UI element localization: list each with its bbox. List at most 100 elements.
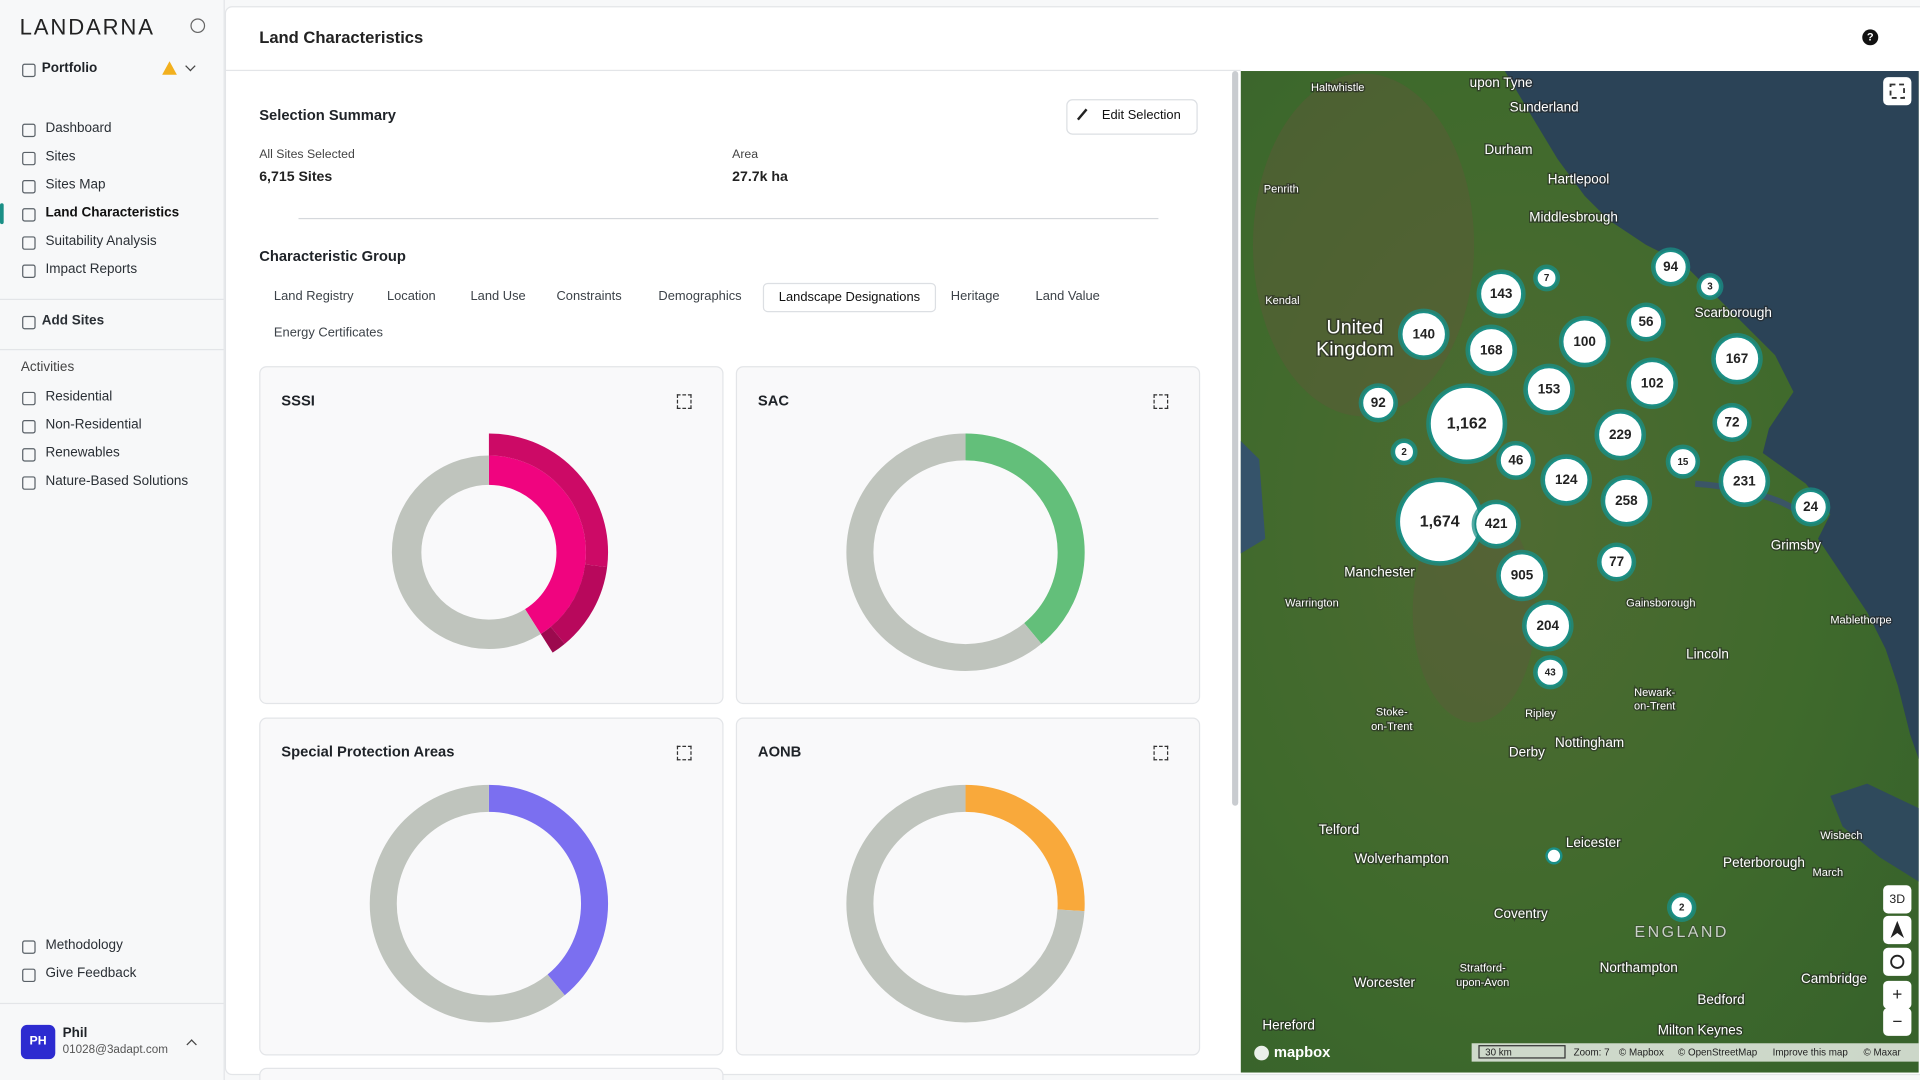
- expand-icon[interactable]: [1153, 394, 1169, 409]
- donut-segment: [369, 433, 609, 672]
- warning-icon: [162, 61, 177, 75]
- theme-toggle[interactable]: [190, 18, 206, 34]
- nav-item[interactable]: Methodology: [45, 937, 123, 953]
- cluster: [1498, 552, 1546, 599]
- place-label: Bedford: [1697, 992, 1744, 1007]
- place-label: Ripley: [1525, 708, 1556, 720]
- attribution: Improve this map: [1773, 1048, 1849, 1059]
- place-label: Durham: [1484, 142, 1532, 157]
- cluster-label: 43: [1545, 667, 1556, 678]
- nav-item[interactable]: Sites Map: [45, 177, 106, 193]
- divider: [298, 217, 1159, 220]
- chart: [369, 784, 609, 1023]
- chart-title: SAC: [757, 391, 790, 409]
- zoom-label: Zoom: 7: [1574, 1048, 1610, 1059]
- avatar: PH: [20, 1024, 56, 1060]
- user-email: 01028@3adapt.com: [62, 1043, 168, 1057]
- cluster-label: 231: [1733, 473, 1756, 488]
- cluster: [1603, 477, 1650, 524]
- control-button: [1883, 885, 1912, 914]
- tab[interactable]: Land Registry: [273, 288, 354, 304]
- help-icon[interactable]: ?: [1862, 29, 1879, 46]
- brand: LANDARNA: [19, 14, 155, 40]
- cluster: [1599, 545, 1634, 579]
- cluster: [1428, 386, 1505, 462]
- attribution: © Maxar: [1863, 1048, 1901, 1059]
- nav-item[interactable]: Dashboard: [45, 121, 112, 136]
- cluster-label: 7: [1544, 273, 1550, 284]
- section-title: Characteristic Group: [259, 247, 406, 265]
- add-sites[interactable]: Add Sites: [41, 313, 105, 329]
- place-label: Wolverhampton: [1354, 851, 1448, 866]
- cluster: [1597, 411, 1644, 458]
- nav-item[interactable]: Sites: [45, 149, 76, 165]
- chart-title: SSSI: [281, 391, 315, 409]
- place-label: Grimsby: [1771, 538, 1822, 553]
- cluster-label: 140: [1412, 326, 1435, 341]
- cluster-label: 905: [1511, 568, 1534, 583]
- place-label: Peterborough: [1723, 855, 1805, 870]
- control-button: [1883, 947, 1912, 976]
- expand-icon[interactable]: [1153, 745, 1169, 761]
- nav-item[interactable]: Give Feedback: [45, 966, 137, 981]
- cluster: [1474, 502, 1519, 546]
- nav-icon: [22, 420, 36, 434]
- field-value: 6,715 Sites: [259, 170, 333, 185]
- tab[interactable]: Location: [386, 288, 436, 304]
- cluster-label: 167: [1726, 351, 1749, 366]
- nav-icon: [22, 264, 36, 278]
- region-label: ENGLAND: [1635, 924, 1729, 941]
- nav-item[interactable]: Renewables: [45, 445, 120, 461]
- cluster: [1498, 443, 1533, 478]
- nav-item[interactable]: Nature-Based Solutions: [45, 473, 189, 489]
- place-label: Stoke-: [1376, 707, 1408, 719]
- cluster-label: 56: [1639, 314, 1655, 329]
- nav-item[interactable]: Suitability Analysis: [45, 233, 157, 249]
- tab[interactable]: Landscape Designations: [762, 282, 937, 313]
- nav-icon: [22, 180, 36, 194]
- page-title: Land Characteristics: [259, 28, 424, 47]
- country-label: United: [1327, 316, 1384, 338]
- cluster-label: 2: [1679, 903, 1685, 914]
- tab[interactable]: Land Use: [470, 288, 526, 304]
- nav-item[interactable]: Land Characteristics: [45, 205, 180, 221]
- place-label: Warrington: [1285, 598, 1339, 610]
- portfolio[interactable]: Portfolio: [41, 61, 98, 76]
- cluster-label: 168: [1480, 342, 1503, 357]
- chart: [846, 433, 1085, 672]
- tab[interactable]: Land Value: [1035, 288, 1100, 304]
- nav-item[interactable]: Non-Residential: [45, 417, 142, 433]
- place-label: Middlesbrough: [1529, 210, 1618, 225]
- control-label[interactable]: −: [1892, 1011, 1902, 1031]
- control-label[interactable]: +: [1892, 984, 1902, 1004]
- map[interactable]: 143 7 94 3 140 168 100 56 167 153 102 92 1,162 229 72 2…: [1240, 71, 1919, 1073]
- field-value: 27.7k ha: [732, 170, 788, 185]
- tab[interactable]: Constraints: [556, 288, 622, 304]
- scale-label: 30 km: [1485, 1048, 1512, 1059]
- cluster-label: 124: [1555, 472, 1578, 487]
- site-marker: [1545, 847, 1563, 865]
- locate-icon: [1890, 954, 1905, 969]
- place-label: Haltwhistle: [1311, 82, 1364, 94]
- place-label: Hartlepool: [1548, 172, 1610, 187]
- place-label: on-Trent: [1634, 700, 1675, 712]
- nav-item[interactable]: Impact Reports: [45, 262, 138, 277]
- nav-item[interactable]: Residential: [45, 389, 113, 405]
- place-label: upon Tyne: [1470, 75, 1533, 90]
- nav-icon: [22, 448, 36, 462]
- expand-icon[interactable]: [676, 745, 692, 761]
- edit-button-label[interactable]: Edit Selection: [1101, 107, 1181, 123]
- expand-icon[interactable]: [676, 394, 692, 409]
- cluster-label: 100: [1573, 334, 1596, 349]
- cluster: [1668, 447, 1698, 477]
- tab[interactable]: Heritage: [950, 288, 1000, 304]
- tab[interactable]: Demographics: [658, 288, 742, 304]
- nav-icon: [22, 151, 36, 166]
- cluster: [1669, 895, 1694, 920]
- place-label: Nottingham: [1555, 735, 1624, 750]
- control-label[interactable]: 3D: [1889, 892, 1905, 906]
- place-label: Telford: [1319, 822, 1360, 837]
- cluster-label: 77: [1609, 554, 1624, 569]
- tab[interactable]: Energy Certificates: [273, 325, 383, 341]
- section-title: Selection Summary: [259, 106, 397, 124]
